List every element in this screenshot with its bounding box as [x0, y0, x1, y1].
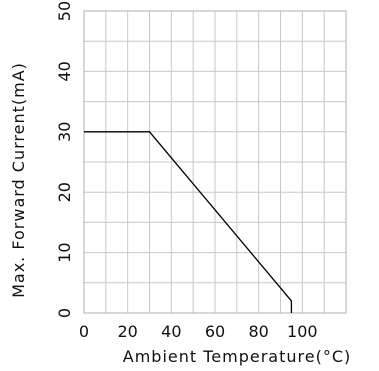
- x-tick-label: 40: [161, 322, 181, 341]
- x-tick-label: 20: [117, 322, 137, 341]
- series-layer: [84, 131, 293, 313]
- y-tick-label: 50: [55, 1, 74, 21]
- grid: [83, 10, 347, 314]
- x-axis-label: Ambient Temperature(°C): [123, 347, 351, 366]
- y-tick-label: 20: [55, 182, 74, 202]
- y-axis-label: Max. Forward Current(mA): [9, 62, 28, 298]
- y-tick-label: 0: [55, 308, 74, 318]
- y-tick-label: 10: [55, 242, 74, 262]
- x-tick-labels: 0 20 40 60 80 100: [79, 322, 318, 341]
- x-tick-label: 80: [248, 322, 268, 341]
- y-tick-label: 40: [55, 61, 74, 81]
- series-line: [84, 131, 293, 313]
- y-tick-labels: 0 10 20 30 40 50: [55, 1, 74, 318]
- plot-frame: [83, 10, 347, 314]
- y-tick-label: 30: [55, 122, 74, 142]
- x-tick-label: 0: [79, 322, 89, 341]
- x-tick-label: 100: [287, 322, 318, 341]
- x-tick-label: 60: [205, 322, 225, 341]
